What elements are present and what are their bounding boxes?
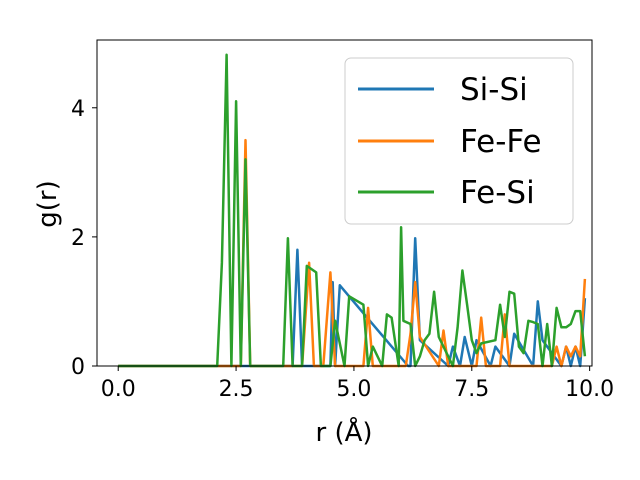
plot-frame bbox=[96, 39, 593, 367]
legend: Si-Si Fe-Fe Fe-Si bbox=[344, 57, 574, 225]
x-tick-label: 0.0 bbox=[101, 377, 136, 402]
x-axis-ticks: 0.0 2.5 5.0 7.5 10.0 bbox=[101, 366, 614, 402]
y-tick-label: 4 bbox=[71, 97, 85, 122]
x-tick-label: 7.5 bbox=[454, 377, 489, 402]
x-tick-label: 2.5 bbox=[219, 377, 254, 402]
series-line-fe-si bbox=[118, 53, 587, 368]
y-axis-label: g(r) bbox=[33, 180, 63, 227]
x-tick-label: 10.0 bbox=[565, 377, 614, 402]
y-tick-label: 2 bbox=[71, 226, 85, 251]
series-layer bbox=[118, 53, 587, 368]
series-line-fe-fe bbox=[118, 138, 587, 368]
x-tick-label: 5.0 bbox=[336, 377, 371, 402]
legend-label-si-si: Si-Si bbox=[460, 72, 528, 108]
y-axis-ticks: 0 2 4 bbox=[71, 97, 97, 380]
y-tick-label: 0 bbox=[71, 355, 85, 380]
legend-box bbox=[344, 57, 574, 225]
legend-label-fe-si: Fe-Si bbox=[460, 175, 535, 211]
legend-label-fe-fe: Fe-Fe bbox=[460, 124, 542, 160]
x-axis-label: r (Å) bbox=[315, 416, 372, 448]
